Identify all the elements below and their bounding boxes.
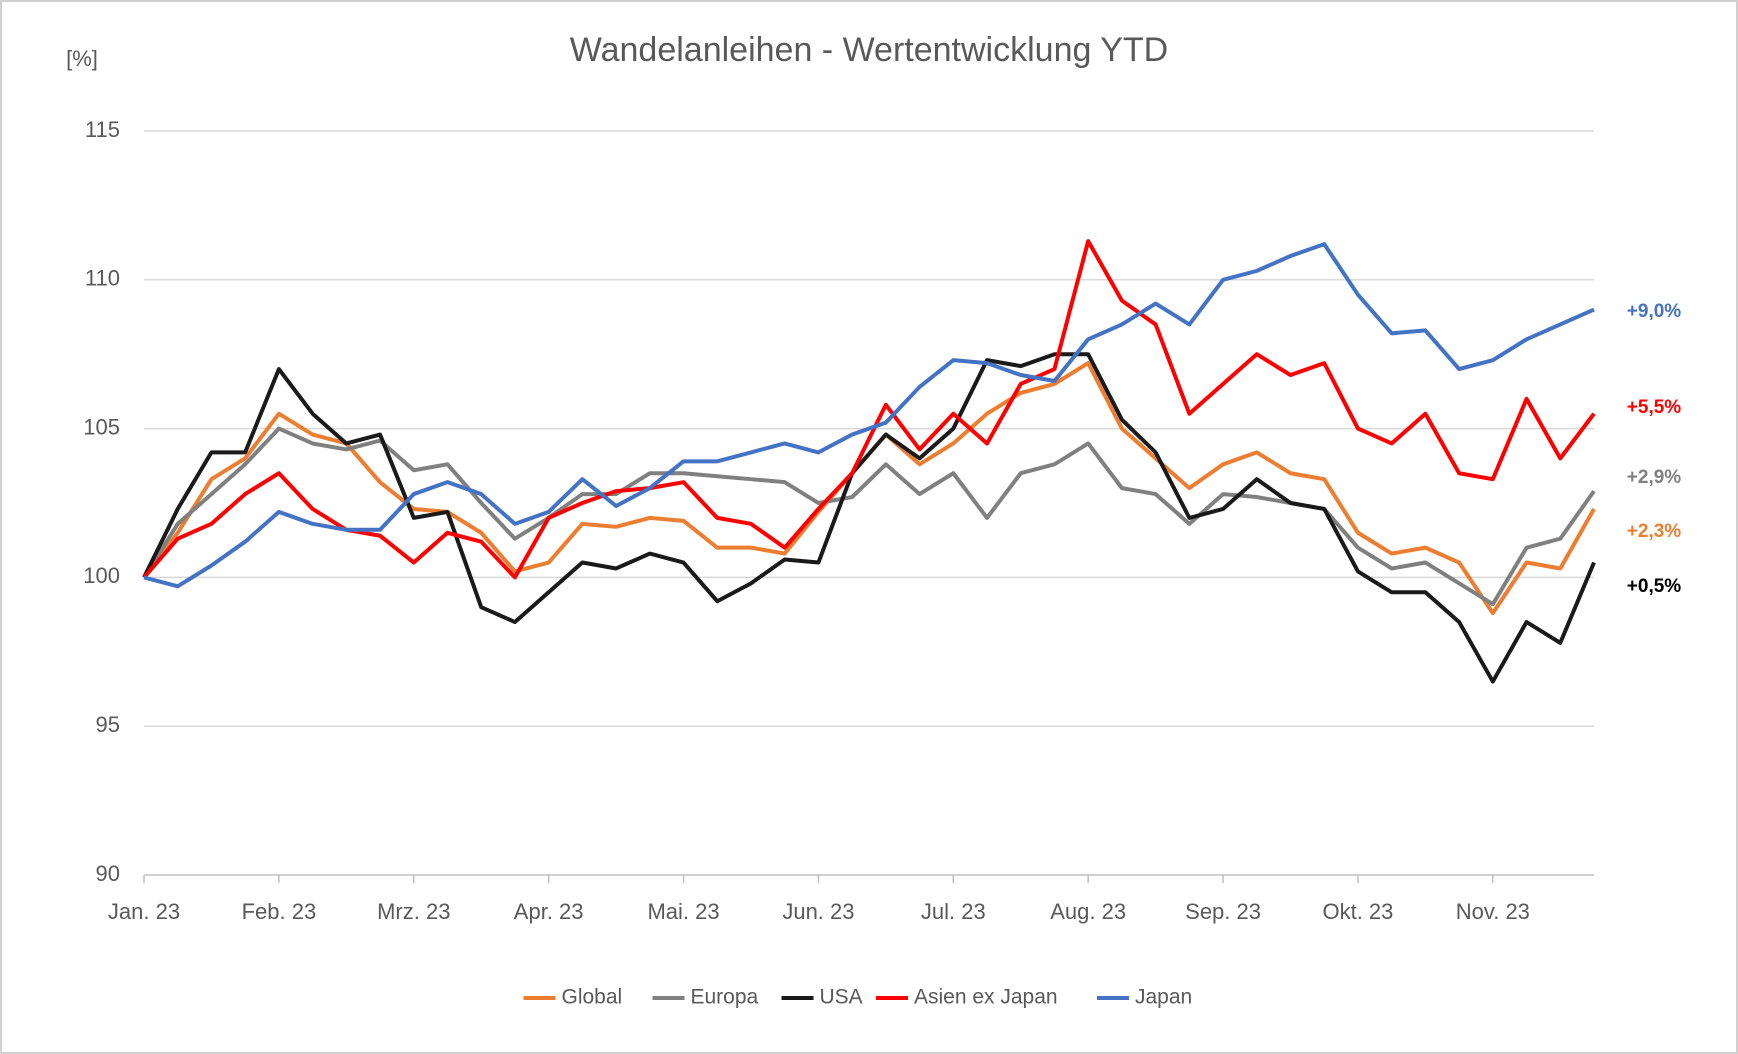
x-tick-label: Jun. 23 [782,899,854,924]
x-tick-label: Feb. 23 [242,899,317,924]
y-tick-label: 95 [96,712,120,737]
series-line [142,239,1596,580]
end-label: +5,5% [1627,397,1682,418]
y-tick-label: 100 [83,563,120,588]
legend-label: Asien ex Japan [914,986,1058,1009]
series-line [142,352,1596,684]
y-tick-label: 110 [85,266,120,291]
x-tick-label: Mrz. 23 [377,899,450,924]
end-label: +2,3% [1627,521,1682,542]
legend-label: USA [820,986,863,1009]
legend-label: Japan [1135,986,1192,1009]
end-label: +9,0% [1627,301,1682,322]
end-label: +2,9% [1627,467,1682,488]
end-label: +0,5% [1627,576,1682,597]
x-tick-label: Nov. 23 [1456,899,1530,924]
chart-title: Wandelanleihen - Wertentwicklung YTD [570,31,1168,69]
legend-label: Global [562,986,623,1009]
series-line [143,242,1595,589]
y-tick-label: 105 [83,414,120,439]
y-tick-label: 115 [85,117,120,142]
x-tick-label: Jan. 23 [108,899,180,924]
y-axis-label: [%] [66,46,98,71]
x-tick-label: Jul. 23 [921,899,986,924]
x-tick-label: Mai. 23 [647,899,719,924]
x-tick-label: Okt. 23 [1322,899,1393,924]
legend-label: Europa [691,986,759,1009]
x-tick-label: Aug. 23 [1050,899,1126,924]
x-tick-label: Sep. 23 [1185,899,1261,924]
x-tick-label: Apr. 23 [514,899,584,924]
y-tick-label: 90 [96,861,120,886]
